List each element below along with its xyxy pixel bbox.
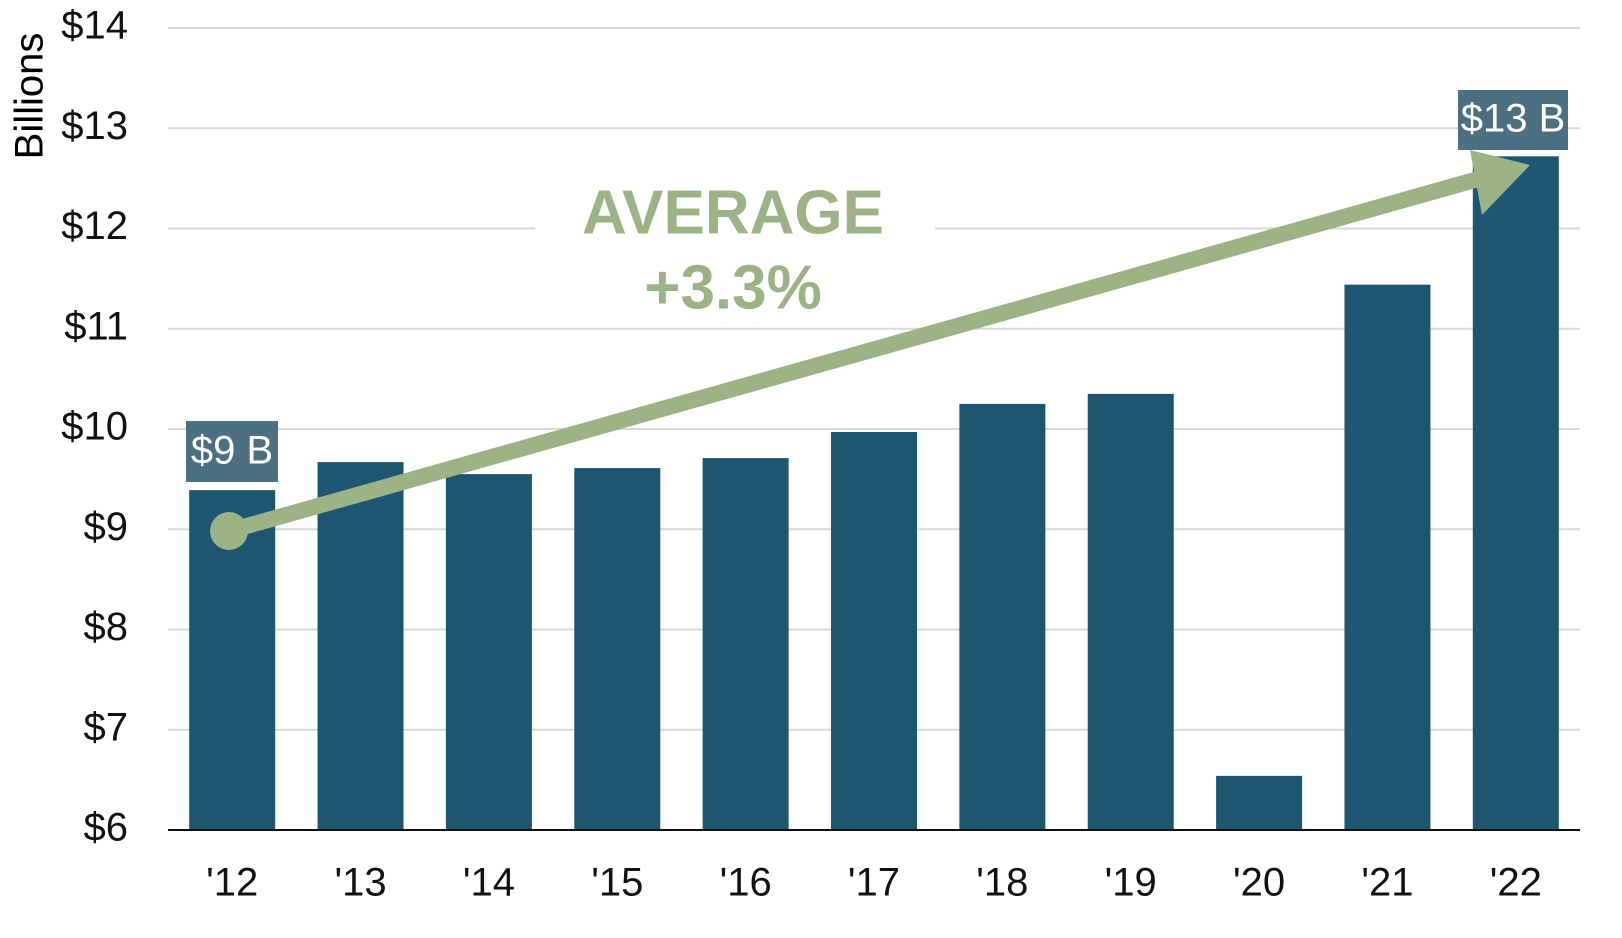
- bar: [1472, 156, 1559, 830]
- y-tick-label: $10: [61, 405, 128, 449]
- y-tick-label: $12: [61, 204, 128, 248]
- bar: [445, 474, 532, 830]
- annotation: $13 B: [1461, 97, 1566, 141]
- bar: [1344, 284, 1431, 830]
- bar: [1216, 775, 1303, 830]
- y-tick-label: $13: [61, 104, 128, 148]
- arrow-head: [1470, 150, 1530, 215]
- annotation: $9 B: [191, 429, 273, 473]
- y-axis-label: Billions: [8, 33, 52, 160]
- y-tick-label: $11: [64, 304, 128, 348]
- x-tick-label: '20: [1233, 861, 1285, 905]
- y-tick-label: $14: [61, 4, 128, 48]
- y-tick-label: $6: [84, 806, 129, 850]
- bar: [574, 468, 661, 830]
- annotation: +3.3%: [644, 253, 822, 322]
- x-tick-label: '18: [976, 861, 1028, 905]
- x-tick-label: '22: [1490, 861, 1542, 905]
- bar: [830, 432, 918, 830]
- label-box: [1458, 90, 1568, 150]
- text-backdrop: [535, 170, 935, 320]
- annotation: AVERAGE: [582, 178, 884, 247]
- x-tick-label: '16: [720, 861, 772, 905]
- x-tick-label: '13: [334, 861, 386, 905]
- y-tick-label: $9: [84, 505, 129, 549]
- x-tick-label: '19: [1105, 861, 1157, 905]
- trend-arrow: [226, 170, 1485, 539]
- x-tick-label: '15: [591, 861, 643, 905]
- y-tick-label: $8: [84, 605, 129, 649]
- trend-start: [210, 512, 248, 550]
- x-tick-label: '17: [848, 861, 900, 905]
- y-tick-label: $7: [84, 705, 129, 749]
- bar: [1087, 393, 1174, 830]
- x-tick-label: '21: [1361, 861, 1413, 905]
- bar: [959, 403, 1046, 830]
- x-tick-label: '12: [206, 861, 258, 905]
- bar: [702, 458, 789, 830]
- label-box: [186, 421, 278, 482]
- bar: [317, 462, 404, 830]
- x-tick-label: '14: [463, 861, 515, 905]
